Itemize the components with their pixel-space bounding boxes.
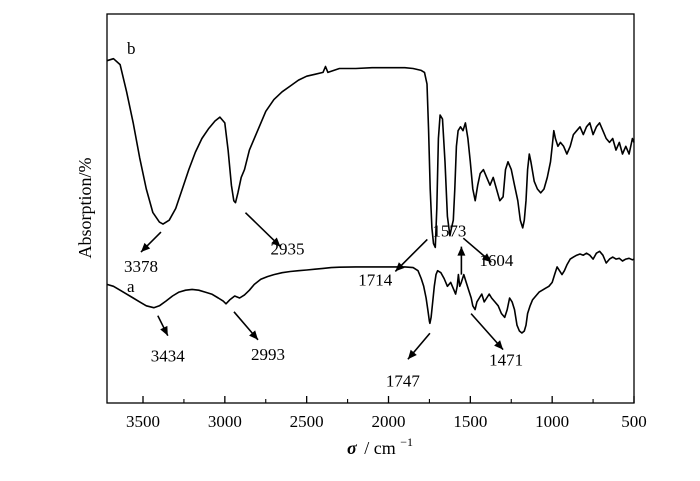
peak-label-3434: 3434 [151, 347, 186, 366]
peak-arrowhead-3434 [160, 325, 168, 336]
peak-arrowhead-2935 [271, 237, 281, 247]
plot-frame [106, 13, 635, 404]
x-tick-label: 1500 [453, 412, 487, 431]
spectrum-curve-a [106, 250, 635, 334]
peak-label-1471: 1471 [489, 351, 523, 370]
x-tick-label: 3000 [208, 412, 242, 431]
peak-labels: 3378 2935 1714 1604 3434 2993 1747 1573 1471 [124, 222, 523, 391]
peak-arrowhead-1714 [395, 262, 405, 272]
peak-arrowhead-3378 [140, 242, 151, 253]
peak-label-1747: 1747 [386, 371, 421, 390]
peak-label-2993: 2993 [251, 345, 285, 364]
peak-label-2935: 2935 [270, 240, 304, 259]
x-axis-ticks [142, 396, 635, 403]
peak-arrowhead-1471 [494, 340, 504, 350]
x-tick-label: 2000 [372, 412, 406, 431]
curve-label-a: a [127, 277, 135, 296]
curve-label-b: b [127, 39, 136, 58]
peak-label-1714: 1714 [358, 270, 393, 289]
x-axis-unit: / cm [364, 438, 396, 458]
peak-arrowhead-1573 [457, 246, 466, 256]
x-tick-label: 2500 [290, 412, 324, 431]
x-axis-symbol: σ [347, 438, 358, 458]
peak-label-1604: 1604 [479, 251, 514, 270]
peak-label-3378: 3378 [124, 257, 158, 276]
peak-arrowhead-2993 [249, 330, 258, 340]
x-tick-label: 1000 [535, 412, 569, 431]
y-axis-title: Absorption/% [75, 157, 95, 258]
spectrum-curve-b [106, 57, 635, 249]
x-axis-tick-labels: 3500 3000 2500 2000 1500 1000 500 [126, 412, 647, 431]
x-axis-title: σ / cm −1 [347, 435, 413, 458]
x-axis-unit-exponent: −1 [400, 435, 413, 449]
peak-arrowhead-1604 [481, 253, 492, 263]
x-tick-label: 500 [621, 412, 647, 431]
spectrum-curves [106, 57, 635, 334]
peak-arrows [140, 212, 504, 360]
x-tick-label: 3500 [126, 412, 160, 431]
peak-label-1573: 1573 [432, 222, 466, 241]
peak-arrowhead-1747 [407, 349, 417, 360]
